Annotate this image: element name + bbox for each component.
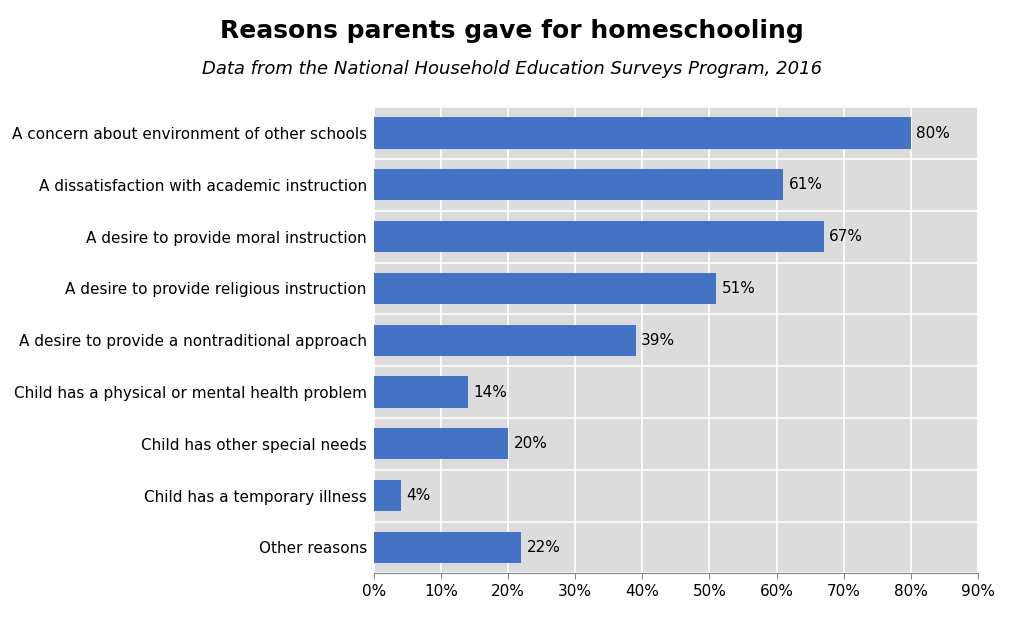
Bar [374,428,508,459]
Bar [374,324,636,356]
Bar [374,273,716,304]
Text: 20%: 20% [513,437,547,451]
Text: 51%: 51% [722,281,756,296]
Text: 14%: 14% [473,384,507,399]
Text: 80%: 80% [916,125,950,140]
Bar [374,117,910,149]
Text: 61%: 61% [788,177,822,192]
Text: 67%: 67% [828,229,863,244]
Text: 39%: 39% [641,333,675,348]
Text: 22%: 22% [526,540,561,555]
Bar [374,221,823,252]
Bar [374,532,521,563]
Bar [374,169,783,200]
Text: Reasons parents gave for homeschooling: Reasons parents gave for homeschooling [220,19,804,43]
Text: 4%: 4% [406,488,430,503]
Bar [374,377,468,408]
Bar [374,480,400,511]
Text: Data from the National Household Education Surveys Program, 2016: Data from the National Household Educati… [202,60,822,78]
